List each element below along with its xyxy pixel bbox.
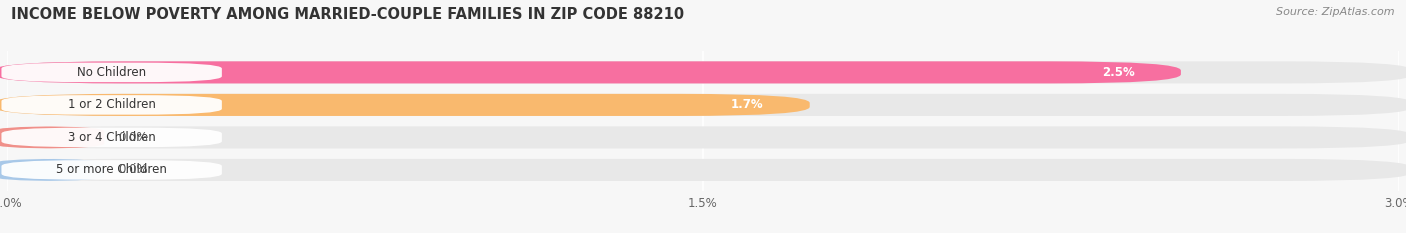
FancyBboxPatch shape xyxy=(0,126,104,148)
FancyBboxPatch shape xyxy=(0,159,104,181)
Text: 0.0%: 0.0% xyxy=(118,163,148,176)
Text: Source: ZipAtlas.com: Source: ZipAtlas.com xyxy=(1277,7,1395,17)
FancyBboxPatch shape xyxy=(0,61,1406,83)
Text: 2.5%: 2.5% xyxy=(1102,66,1135,79)
Text: 1.7%: 1.7% xyxy=(731,98,763,111)
Text: INCOME BELOW POVERTY AMONG MARRIED-COUPLE FAMILIES IN ZIP CODE 88210: INCOME BELOW POVERTY AMONG MARRIED-COUPL… xyxy=(11,7,685,22)
Text: 0.0%: 0.0% xyxy=(118,131,148,144)
Text: 3 or 4 Children: 3 or 4 Children xyxy=(67,131,156,144)
FancyBboxPatch shape xyxy=(1,160,222,180)
FancyBboxPatch shape xyxy=(1,95,222,115)
FancyBboxPatch shape xyxy=(0,159,1406,181)
FancyBboxPatch shape xyxy=(0,94,810,116)
Text: 5 or more Children: 5 or more Children xyxy=(56,163,167,176)
FancyBboxPatch shape xyxy=(0,94,1406,116)
Text: No Children: No Children xyxy=(77,66,146,79)
FancyBboxPatch shape xyxy=(1,63,222,82)
FancyBboxPatch shape xyxy=(0,126,1406,148)
FancyBboxPatch shape xyxy=(0,61,1181,83)
FancyBboxPatch shape xyxy=(1,128,222,147)
Text: 1 or 2 Children: 1 or 2 Children xyxy=(67,98,156,111)
